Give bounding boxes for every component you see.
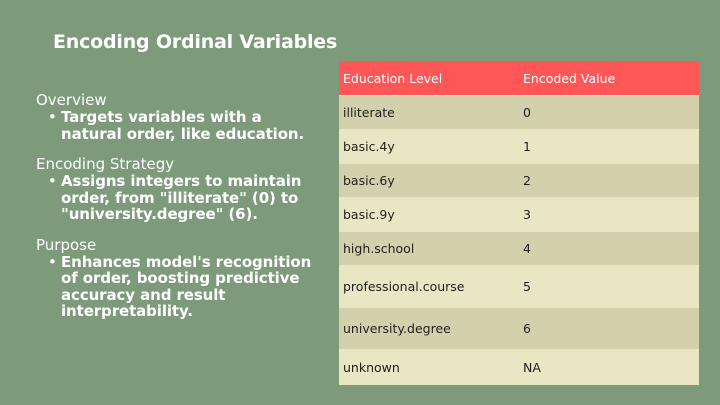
bullet-text: Assigns integers to maintain order, from…	[61, 172, 302, 223]
table-cell: basic.4y	[339, 129, 519, 164]
table-cell: basic.6y	[339, 163, 519, 198]
table-row: basic.9y 3	[339, 197, 699, 232]
table-header-row: Education Level Encoded Value	[339, 61, 699, 96]
table-cell: university.degree	[339, 307, 519, 350]
section-heading: Encoding Strategy	[36, 155, 175, 173]
column-header: Education Level	[343, 70, 443, 86]
table-cell: illiterate	[339, 95, 519, 130]
table-row: illiterate 0	[339, 95, 699, 130]
bullet-text: Targets variables with a natural order, …	[61, 108, 305, 143]
bullet-dot-icon: •	[48, 252, 57, 271]
section-encoding-strategy: Encoding Strategy • Assigns integers to …	[36, 156, 326, 223]
table-cell: 5	[519, 265, 699, 308]
table-cell: high.school	[339, 231, 519, 266]
bullet-item: • Enhances model's recognition of order,…	[36, 252, 326, 320]
table-row: basic.4y 1	[339, 129, 699, 164]
table-cell: professional.course	[339, 265, 519, 308]
column-header: Encoded Value	[523, 70, 616, 86]
table-row: high.school 4	[339, 231, 699, 266]
encoding-table: Education Level Encoded Value illiterate…	[339, 61, 699, 385]
bullet-dot-icon: •	[48, 108, 57, 126]
bullet-item: • Assigns integers to maintain order, fr…	[36, 173, 326, 223]
slide-title: Encoding Ordinal Variables	[53, 31, 338, 53]
table-cell: 3	[519, 197, 699, 232]
content-panel: Overview • Targets variables with a natu…	[36, 92, 326, 334]
bullet-text: Enhances model's recognition of order, b…	[61, 252, 312, 320]
table-cell: 1	[519, 129, 699, 164]
table-row: basic.6y 2	[339, 163, 699, 198]
table-cell: 0	[519, 95, 699, 130]
table-row: unknown NA	[339, 349, 699, 385]
table-cell: 4	[519, 231, 699, 266]
bullet-item: • Targets variables with a natural order…	[36, 109, 326, 142]
section-purpose: Purpose • Enhances model's recognition o…	[36, 235, 326, 320]
table-cell: 6	[519, 307, 699, 350]
section-overview: Overview • Targets variables with a natu…	[36, 92, 326, 142]
section-heading: Overview	[36, 91, 107, 109]
table-row: university.degree 6	[339, 307, 699, 350]
section-heading: Purpose	[36, 235, 97, 254]
table-row: professional.course 5	[339, 265, 699, 308]
table-cell: basic.9y	[339, 197, 519, 232]
table-cell: NA	[519, 349, 699, 385]
table-cell: unknown	[339, 349, 519, 385]
table: Education Level Encoded Value illiterate…	[339, 61, 699, 385]
table-cell: 2	[519, 163, 699, 198]
bullet-dot-icon: •	[48, 172, 57, 190]
